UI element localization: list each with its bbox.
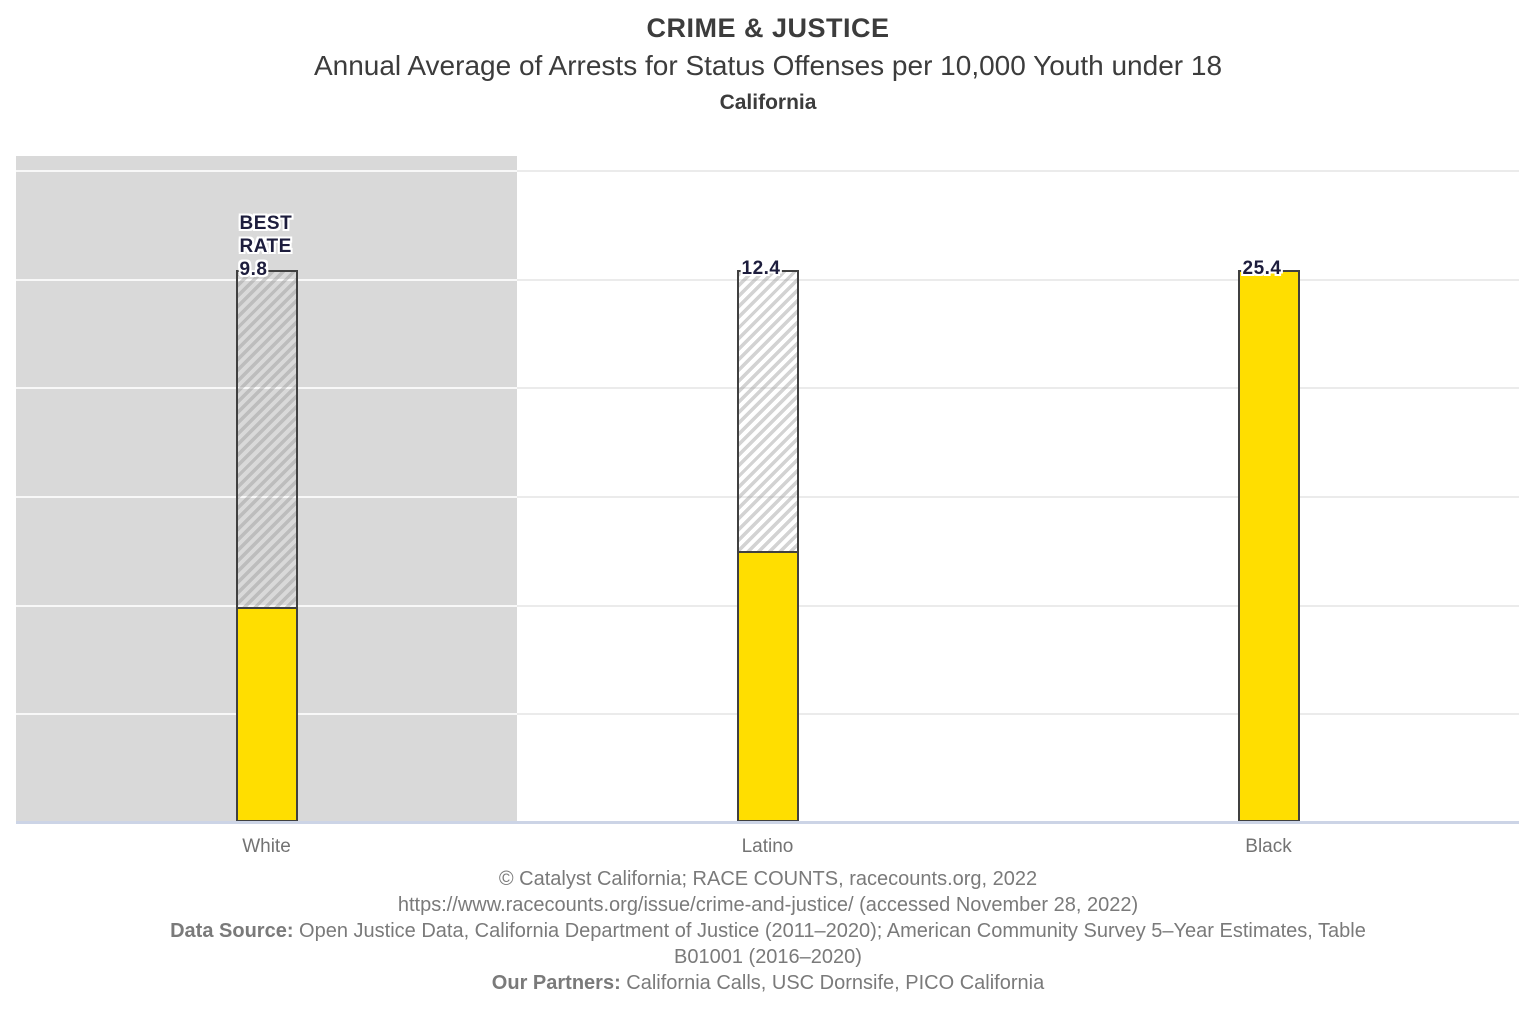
x-axis-baseline	[16, 821, 1519, 824]
bar-gap-hatch-segment	[738, 272, 797, 553]
footer-line: Data Source: Open Justice Data, Californ…	[170, 920, 1366, 942]
gridline	[517, 170, 1519, 173]
gridline	[16, 170, 517, 173]
bar-value-label: 25.4	[1242, 258, 1282, 280]
best-rate-label: BEST RATE 9.8	[239, 213, 293, 281]
gridline	[517, 387, 1519, 390]
footer-credits: © Catalyst California; RACE COUNTS, race…	[0, 866, 1536, 996]
bar-rate-fill-segment	[237, 607, 296, 820]
bar-white	[235, 270, 298, 822]
bar-rate-fill-segment	[738, 550, 797, 820]
gridline	[517, 713, 1519, 716]
bar-rate-fill-segment	[1239, 272, 1298, 820]
chart-category-title: CRIME & JUSTICE	[646, 13, 890, 43]
tick-label-black: Black	[1245, 836, 1292, 857]
footer-line: B01001 (2016–2020)	[674, 946, 862, 968]
gridline	[517, 604, 1519, 607]
gridline	[16, 604, 517, 607]
tick-label-white: White	[242, 836, 291, 857]
gridline	[517, 496, 1519, 499]
bar-black	[1237, 270, 1300, 822]
footer-line-bold-prefix: Our Partners:	[491, 972, 621, 994]
chart-title: Annual Average of Arrests for Status Off…	[313, 50, 1223, 81]
footer-line: © Catalyst California; RACE COUNTS, race…	[498, 868, 1038, 890]
gridline	[16, 496, 517, 499]
footer-line: https://www.racecounts.org/issue/crime-a…	[397, 894, 1139, 916]
gridline	[16, 278, 517, 281]
tick-label-latino: Latino	[741, 836, 794, 857]
gridline	[517, 278, 1519, 281]
footer-line-bold-prefix: Data Source:	[170, 920, 294, 942]
footer-line: Our Partners: California Calls, USC Dorn…	[491, 972, 1045, 994]
bar-gap-hatch-segment	[237, 272, 296, 610]
chart-region-subtitle: California	[719, 91, 817, 114]
bar-value-label: 12.4	[741, 258, 781, 280]
gridline	[16, 387, 517, 390]
bar-latino	[736, 270, 799, 822]
